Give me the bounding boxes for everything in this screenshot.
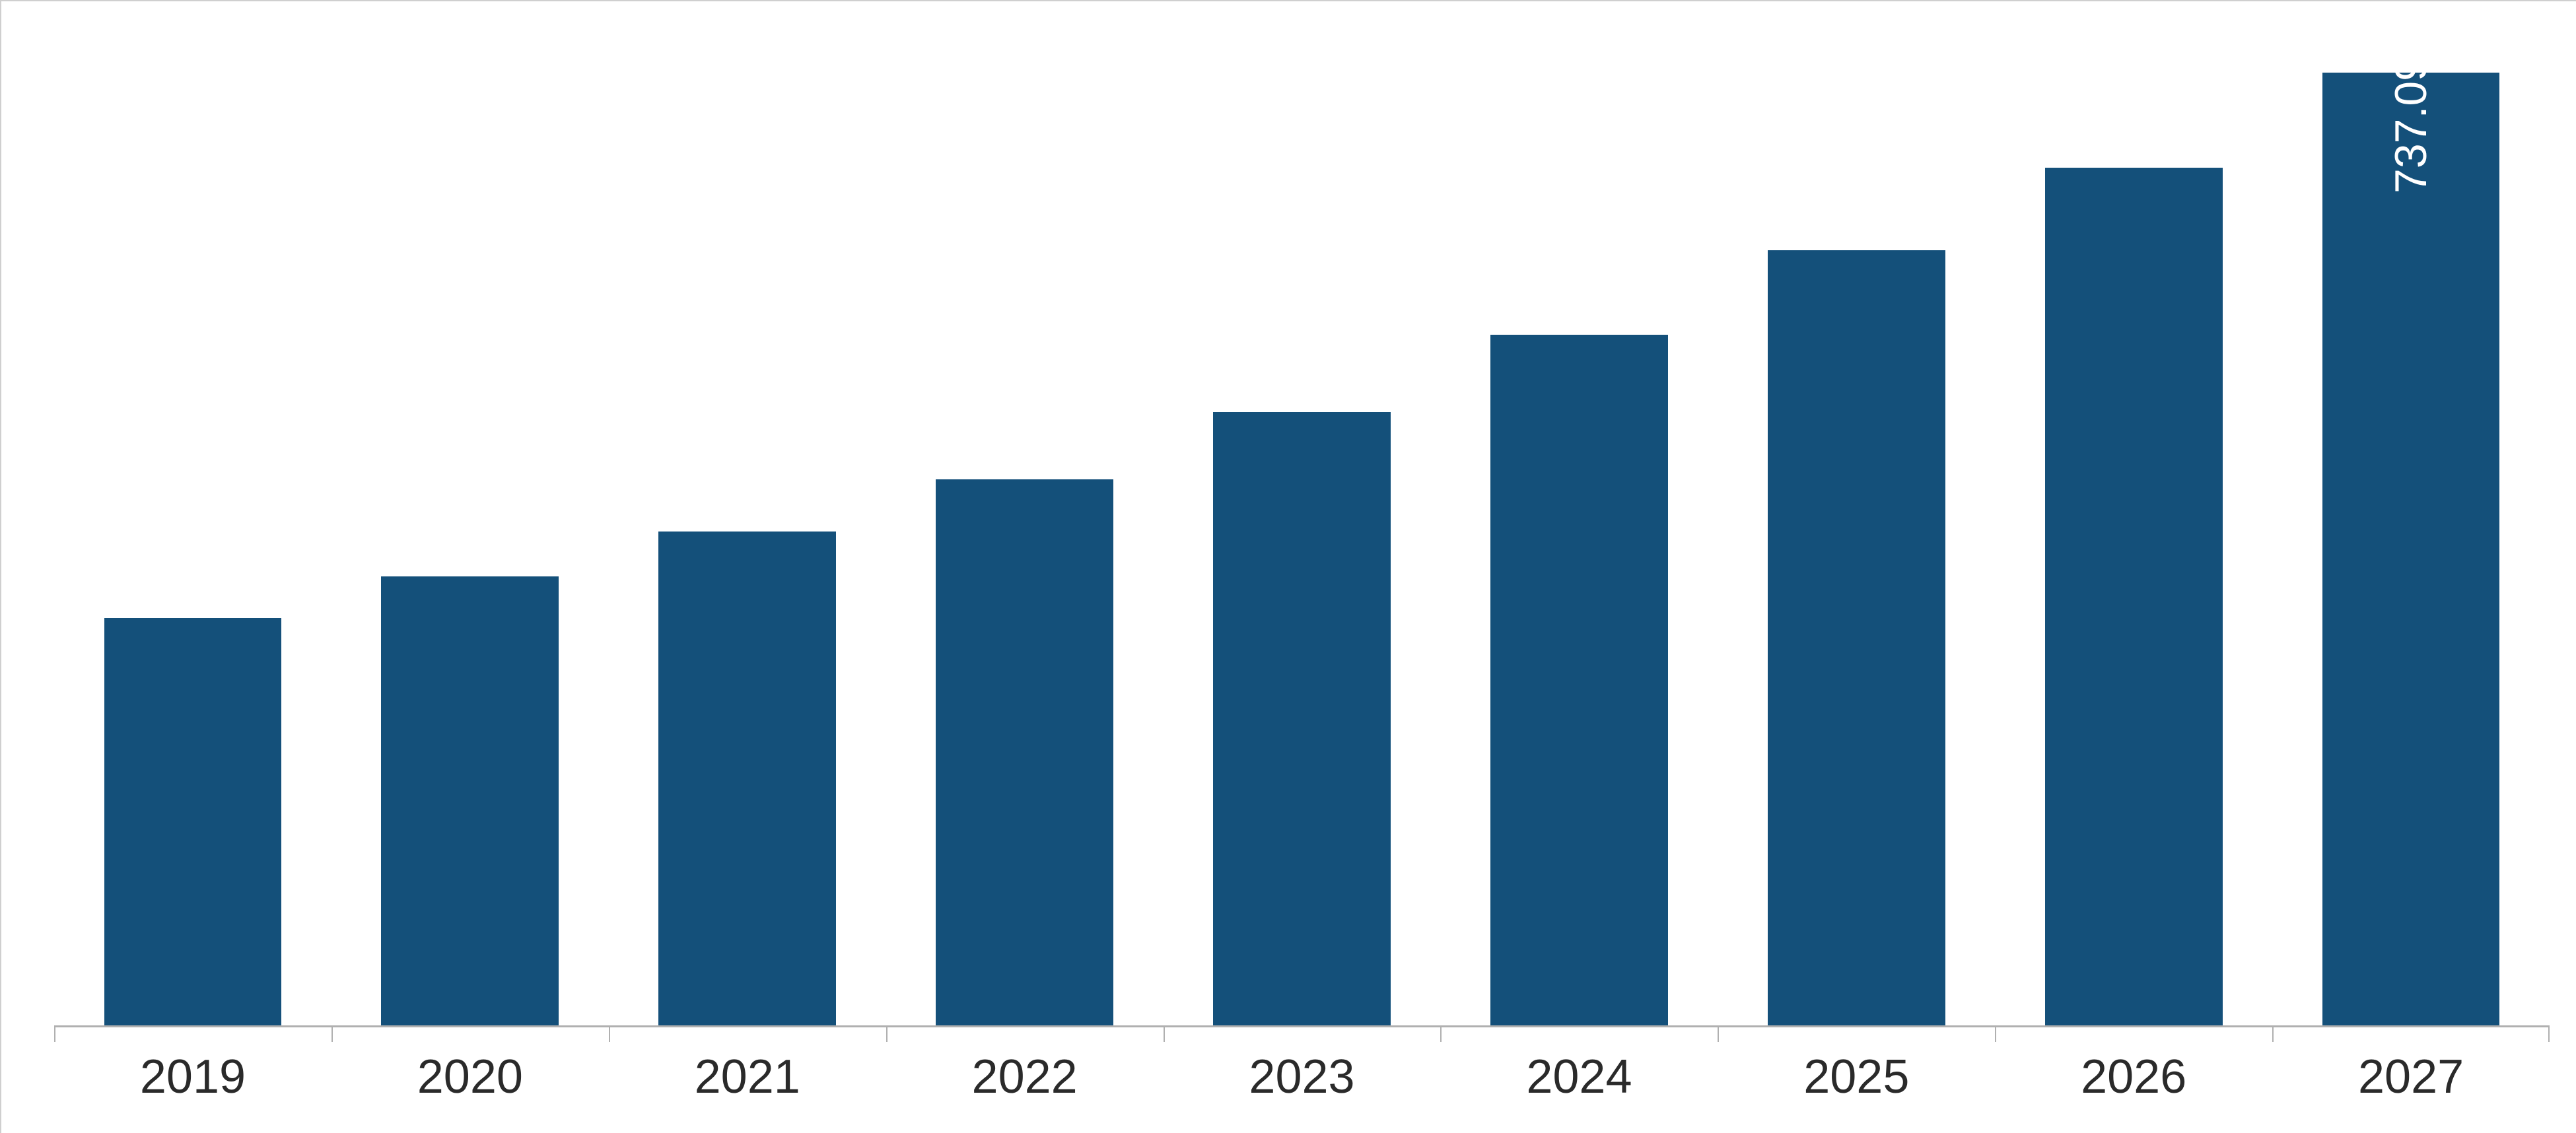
x-tick-mark	[609, 1027, 610, 1042]
bar-slot	[886, 28, 1164, 1027]
bar-slot	[54, 28, 331, 1027]
bar	[1768, 250, 1945, 1027]
x-tick-mark	[1995, 1027, 1996, 1042]
x-tick-mark	[331, 1027, 333, 1042]
x-tick-slot: 2025	[1718, 1027, 1995, 1133]
x-tick-label: 2020	[417, 1050, 523, 1104]
bar	[381, 576, 559, 1027]
x-tick-slot: 2020	[331, 1027, 609, 1133]
x-tick-slot: 2027	[2272, 1027, 2550, 1133]
x-tick-slot: 2024	[1440, 1027, 1718, 1133]
bar-value-label: 737.09	[2385, 56, 2437, 193]
x-tick-label: 2027	[2358, 1050, 2464, 1104]
bar-slot	[1718, 28, 1995, 1027]
x-tick-mark	[1164, 1027, 1165, 1042]
plot-area: 737.09	[54, 28, 2550, 1027]
x-tick-slot: 2021	[609, 1027, 886, 1133]
x-axis: 2019 2020 2021 2022 2023 2024 2025 2026 2027	[54, 1027, 2550, 1133]
x-tick-slot: 2023	[1164, 1027, 1441, 1133]
bar-slot	[609, 28, 886, 1027]
bar	[1490, 335, 1668, 1027]
bar-slot	[1440, 28, 1718, 1027]
x-tick-label: 2025	[1803, 1050, 1909, 1104]
bar-chart: 737.09 201920202021202220232024202520262…	[0, 0, 2576, 1133]
x-tick-mark	[1440, 1027, 1442, 1042]
x-tick-label: 2024	[1526, 1050, 1632, 1104]
x-tick-mark	[1718, 1027, 1719, 1042]
bar	[658, 532, 836, 1027]
x-tick-slot: 2026	[1995, 1027, 2272, 1133]
x-tick-mark	[2548, 1027, 2550, 1042]
x-tick-slot: 2019	[54, 1027, 331, 1133]
x-tick-label: 2022	[972, 1050, 1078, 1104]
bar-slot	[1164, 28, 1441, 1027]
bar-slot	[1995, 28, 2272, 1027]
bar	[1213, 412, 1391, 1027]
x-tick-mark	[2272, 1027, 2274, 1042]
x-tick-label: 2023	[1249, 1050, 1354, 1104]
x-tick-mark	[54, 1027, 55, 1042]
x-tick-slot: 2022	[886, 1027, 1164, 1133]
x-tick-label: 2021	[695, 1050, 800, 1104]
bar	[2045, 168, 2223, 1027]
bar	[104, 618, 282, 1027]
x-tick-label: 2019	[140, 1050, 246, 1104]
bar: 737.09	[2322, 73, 2500, 1027]
bar	[936, 479, 1113, 1027]
bar-slot: 737.09	[2272, 28, 2550, 1027]
bars-container: 737.09	[54, 28, 2550, 1027]
bar-slot	[331, 28, 609, 1027]
x-tick-mark	[886, 1027, 888, 1042]
x-tick-label: 2026	[2081, 1050, 2186, 1104]
